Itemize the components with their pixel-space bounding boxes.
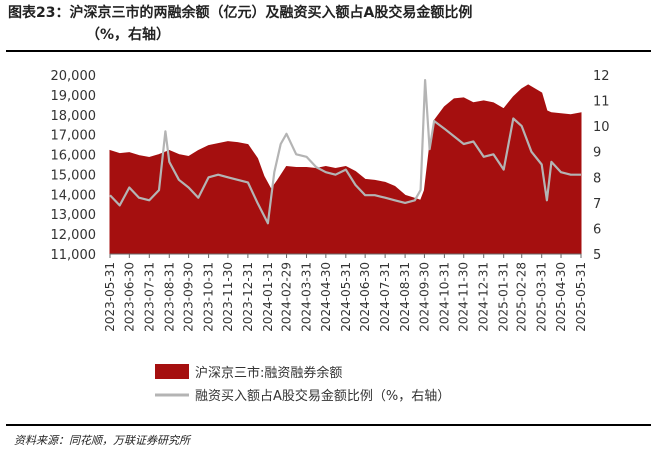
- y-right-tick-label: 9: [593, 146, 601, 161]
- y-left-tick-label: 12,000: [51, 228, 97, 243]
- x-tick-label: 2025-01-31: [497, 262, 511, 332]
- y-left-tick-label: 17,000: [51, 129, 97, 144]
- x-tick-label: 2025-04-30: [554, 262, 568, 332]
- top-rule: [6, 50, 651, 52]
- legend-swatch-area: [155, 364, 189, 379]
- x-tick-label: 2024-01-31: [261, 262, 275, 332]
- x-tick-label: 2025-03-31: [535, 262, 549, 332]
- x-tick-label: 2023-08-31: [162, 262, 176, 332]
- x-tick-label: 2023-09-30: [182, 262, 196, 332]
- x-tick-label: 2024-12-31: [477, 262, 491, 332]
- x-tick-label: 2023-12-31: [241, 262, 255, 332]
- x-tick-label: 2025-05-31: [574, 262, 588, 332]
- y-right-tick-label: 5: [593, 248, 601, 263]
- y-left-tick-label: 11,000: [51, 248, 97, 263]
- y-right-tick-label: 8: [593, 171, 601, 186]
- y-right-tick-label: 10: [593, 120, 610, 135]
- y-left-tick-label: 19,000: [51, 89, 97, 104]
- y-right-tick-label: 6: [593, 222, 601, 237]
- x-tick-label: 2025-02-28: [515, 262, 529, 332]
- y-left-tick-label: 13,000: [51, 208, 97, 223]
- x-tick-label: 2024-06-30: [358, 262, 372, 332]
- figure-title: 图表23：沪深京三市的两融余额（亿元）及融资买入额占A股交易金额比例 （%，右轴…: [8, 2, 648, 46]
- bottom-rule: [6, 424, 651, 426]
- y-right-tick-label: 12: [593, 69, 610, 84]
- y-right-tick-label: 7: [593, 197, 601, 212]
- x-tick-label: 2023-05-31: [103, 262, 117, 332]
- x-tick-label: 2024-05-31: [339, 262, 353, 332]
- x-tick-label: 2024-07-31: [378, 262, 392, 332]
- x-tick-label: 2024-09-30: [417, 262, 431, 332]
- x-tick-label: 2024-10-31: [437, 262, 451, 332]
- x-tick-label: 2023-07-31: [142, 262, 156, 332]
- y-left-tick-label: 20,000: [51, 69, 97, 84]
- y-left-tick-label: 15,000: [51, 168, 97, 183]
- x-tick-label: 2023-10-31: [202, 262, 216, 332]
- x-tick-label: 2023-06-30: [122, 262, 136, 332]
- y-left-tick-label: 18,000: [51, 109, 97, 124]
- x-tick-label: 2024-08-31: [398, 262, 412, 332]
- x-tick-label: 2024-04-30: [319, 262, 333, 332]
- y-left-tick-label: 16,000: [51, 149, 97, 164]
- legend-label-area: 沪深京三市:融资融券余额: [195, 365, 342, 381]
- legend-label-line: 融资买入额占A股交易金额比例（%，右轴）: [195, 388, 450, 404]
- x-tick-label: 2023-11-30: [221, 262, 235, 332]
- x-tick-label: 2024-11-30: [457, 262, 471, 332]
- y-right-tick-label: 11: [593, 95, 610, 110]
- title-line-2: （%，右轴）: [86, 27, 171, 43]
- financing-ratio-line: [109, 79, 581, 225]
- title-line-1: 图表23：沪深京三市的两融余额（亿元）及融资买入额占A股交易金额比例: [8, 5, 473, 21]
- x-tick-label: 2024-03-31: [300, 262, 314, 332]
- y-left-tick-label: 14,000: [51, 188, 97, 203]
- x-tick-label: 2024-02-29: [280, 262, 294, 332]
- source-note: 资料来源：同花顺，万联证券研究所: [14, 434, 190, 447]
